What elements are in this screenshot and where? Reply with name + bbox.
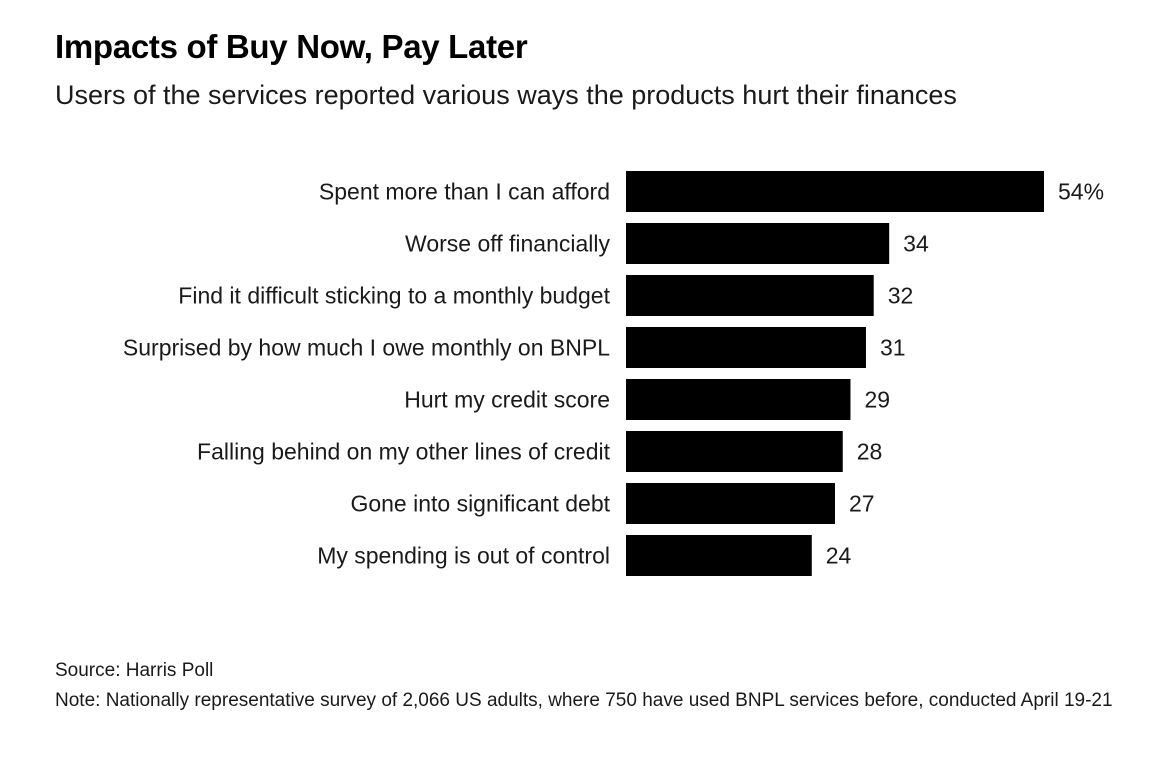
bar-row: Gone into significant debt 27	[350, 483, 875, 524]
category-label: Hurt my credit score	[404, 387, 610, 413]
bar-row: My spending is out of control 24	[317, 535, 852, 576]
value-label: 32	[888, 283, 914, 309]
category-label: My spending is out of control	[317, 543, 610, 569]
category-label: Surprised by how much I owe monthly on B…	[123, 335, 610, 361]
bar	[626, 275, 874, 316]
bar	[626, 483, 835, 524]
value-label: 28	[857, 439, 883, 465]
bar-row: Falling behind on my other lines of cred…	[197, 431, 882, 472]
bar-chart: Spent more than I can afford 54% Worse off…	[123, 171, 1104, 576]
bar-row: Surprised by how much I owe monthly on B…	[123, 327, 906, 368]
category-label: Worse off financially	[405, 231, 610, 257]
bar	[626, 223, 890, 264]
source-note: Source: Harris Poll	[55, 660, 214, 681]
survey-note: Note: Nationally representative survey o…	[55, 690, 1113, 711]
bar	[626, 171, 1044, 212]
value-label: 31	[880, 335, 906, 361]
value-label: 54%	[1058, 179, 1104, 205]
category-label: Spent more than I can afford	[319, 179, 610, 205]
category-label: Find it difficult sticking to a monthly …	[178, 283, 610, 309]
category-label: Gone into significant debt	[350, 491, 610, 517]
bar-row: Find it difficult sticking to a monthly …	[178, 275, 913, 316]
bar-row: Worse off financially 34	[405, 223, 929, 264]
value-label: 27	[849, 491, 875, 517]
bar	[626, 535, 812, 576]
bars-layer: Spent more than I can afford 54% Worse off…	[123, 171, 1104, 576]
value-label: 29	[864, 387, 890, 413]
chart-subtitle: Users of the services reported various w…	[55, 80, 957, 110]
bar-row: Hurt my credit score 29	[404, 379, 890, 420]
category-label: Falling behind on my other lines of cred…	[197, 439, 611, 465]
bar	[626, 431, 843, 472]
bar	[626, 327, 866, 368]
bar	[626, 379, 851, 420]
chart-title: Impacts of Buy Now, Pay Later	[55, 28, 528, 65]
value-label: 24	[826, 543, 852, 569]
bar-row: Spent more than I can afford 54%	[319, 171, 1104, 212]
value-label: 34	[903, 231, 929, 257]
